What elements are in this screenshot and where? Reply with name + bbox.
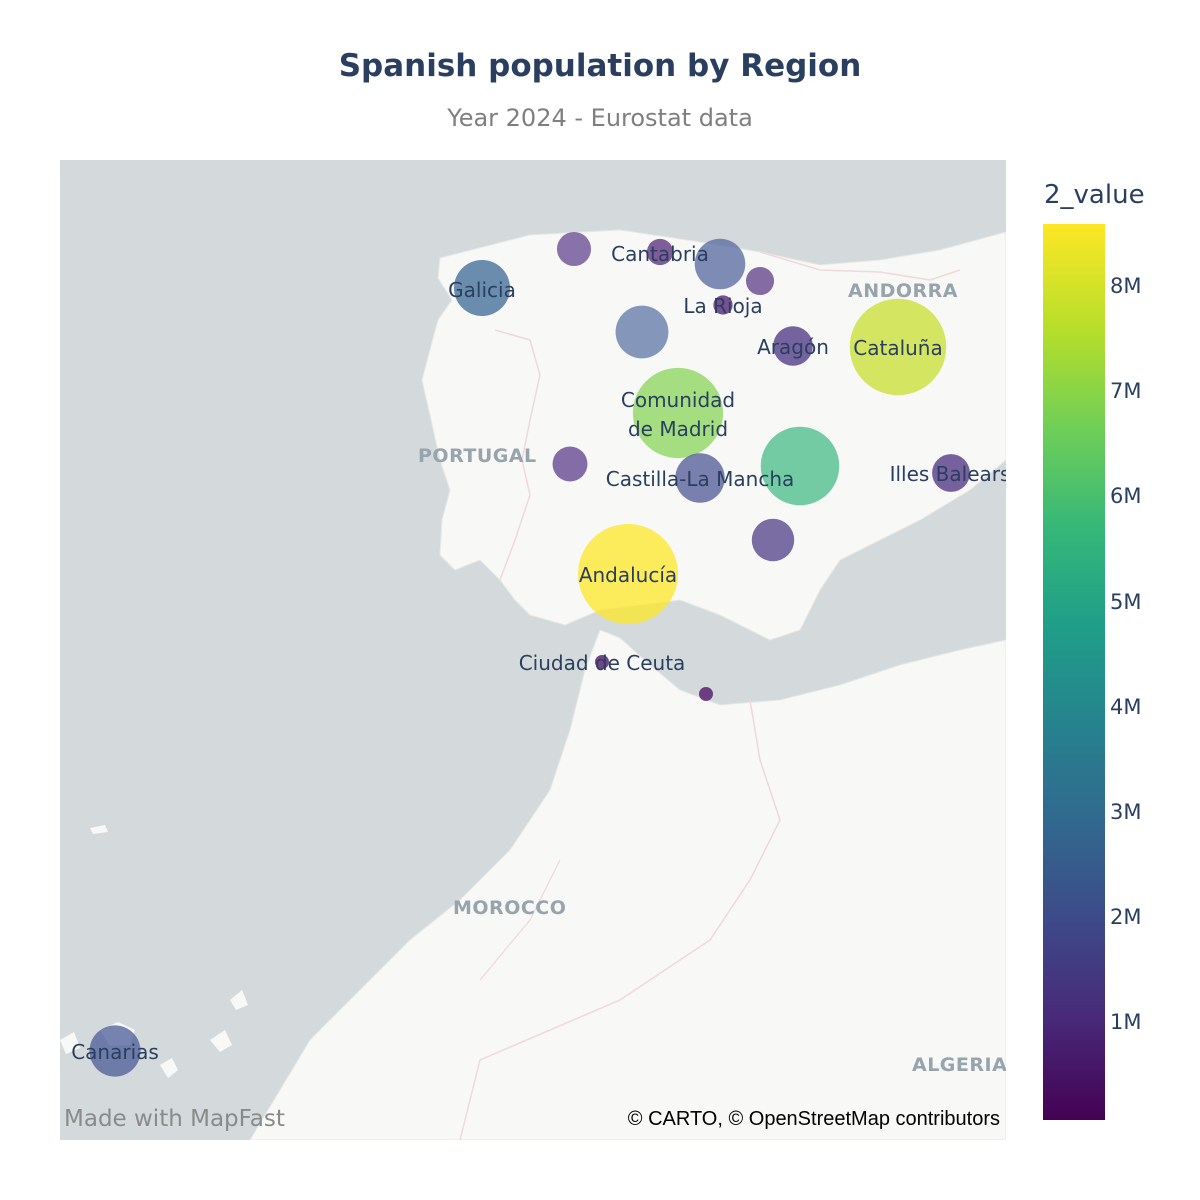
marker-andalucia[interactable] bbox=[578, 524, 678, 624]
africa-land bbox=[249, 629, 1006, 1140]
marker-region-de-murcia[interactable] bbox=[751, 518, 795, 562]
country-label-algeria: ALGERIA bbox=[912, 1054, 1006, 1076]
chart-title: Spanish population by Region bbox=[338, 48, 862, 84]
colorbar-tick-3m: 3M bbox=[1110, 799, 1142, 824]
marker-comunidad-foral-de-navarra[interactable] bbox=[745, 266, 775, 296]
marker-comunidad-de-madrid[interactable] bbox=[632, 367, 724, 459]
chart-subtitle: Year 2024 - Eurostat data bbox=[447, 104, 753, 132]
marker-pais-vasco[interactable] bbox=[694, 238, 746, 290]
label-aragon: Aragón bbox=[757, 335, 829, 359]
map-canvas[interactable]: Andalucía Cataluña Comunidad de Madrid Galic… bbox=[60, 160, 1006, 1140]
label-cataluna: Cataluña bbox=[853, 336, 942, 360]
colorbar-tick-4m: 4M bbox=[1110, 694, 1142, 719]
country-label-portugal: PORTUGAL bbox=[418, 445, 537, 467]
label-canarias: Canarias bbox=[71, 1040, 159, 1064]
border-morocco-algeria bbox=[459, 699, 781, 1140]
label-comunidad-de-madrid: Comunidad de Madrid bbox=[621, 388, 735, 441]
marker-principado-de-asturias[interactable] bbox=[556, 231, 592, 267]
marker-ciudad-de-melilla[interactable] bbox=[699, 687, 713, 701]
label-la-rioja: La Rioja bbox=[683, 294, 762, 318]
label-ciudad-de-ceuta: Ciudad de Ceuta bbox=[519, 651, 686, 675]
canary-island-5 bbox=[230, 990, 248, 1010]
colorbar bbox=[1043, 224, 1105, 1120]
canary-island-1 bbox=[90, 825, 108, 834]
marker-ciudad-de-ceuta[interactable] bbox=[595, 655, 609, 669]
country-label-andorra: ANDORRA bbox=[848, 280, 958, 302]
border-portugal bbox=[494, 329, 541, 581]
marker-cantabria[interactable] bbox=[646, 238, 674, 266]
marker-cataluna[interactable] bbox=[849, 298, 947, 396]
marker-extremadura[interactable] bbox=[552, 446, 588, 482]
label-castilla-la-mancha: Castilla-La Mancha bbox=[606, 467, 795, 491]
marker-aragon[interactable] bbox=[773, 326, 813, 366]
marker-galicia[interactable] bbox=[453, 259, 511, 317]
colorbar-tick-2m: 2M bbox=[1110, 905, 1142, 930]
colorbar-tick-7m: 7M bbox=[1110, 379, 1142, 404]
region-labels: Andalucía Cataluña Comunidad de Madrid Galic… bbox=[71, 242, 1006, 1064]
marker-comunitat-valenciana[interactable] bbox=[760, 426, 840, 506]
canary-island-3 bbox=[160, 1058, 178, 1078]
canary-island-6 bbox=[60, 1032, 80, 1054]
canary-island-4 bbox=[210, 1030, 232, 1052]
menorca-land bbox=[975, 436, 994, 448]
marker-la-rioja[interactable] bbox=[713, 295, 733, 315]
label-andalucia: Andalucía bbox=[579, 563, 677, 587]
country-label-morocco: MOROCCO bbox=[453, 897, 566, 919]
region-markers bbox=[89, 231, 970, 1077]
label-cantabria: Cantabria bbox=[611, 242, 709, 266]
colorbar-tick-1m: 1M bbox=[1110, 1010, 1142, 1035]
map-attribution[interactable]: © CARTO, © OpenStreetMap contributors bbox=[627, 1108, 1000, 1130]
border-algeria-east bbox=[479, 859, 561, 981]
made-with-credit: Made with MapFast bbox=[64, 1106, 285, 1132]
label-illes-balears: Illes Balears bbox=[890, 462, 1006, 486]
colorbar-tick-5m: 5M bbox=[1110, 589, 1142, 614]
label-galicia: Galicia bbox=[448, 278, 516, 302]
marker-castilla-y-leon[interactable] bbox=[615, 305, 669, 359]
marker-castilla-la-mancha[interactable] bbox=[675, 453, 725, 503]
ibiza-land bbox=[900, 486, 914, 500]
border-france bbox=[759, 251, 961, 281]
marker-illes-balears[interactable] bbox=[932, 454, 970, 492]
marker-canarias[interactable] bbox=[89, 1025, 141, 1077]
colorbar-title: 2_value bbox=[1044, 180, 1145, 210]
basemap: Andalucía Cataluña Comunidad de Madrid Galic… bbox=[60, 229, 1006, 1140]
colorbar-tick-6m: 6M bbox=[1110, 484, 1142, 509]
colorbar-tick-8m: 8M bbox=[1110, 274, 1142, 299]
